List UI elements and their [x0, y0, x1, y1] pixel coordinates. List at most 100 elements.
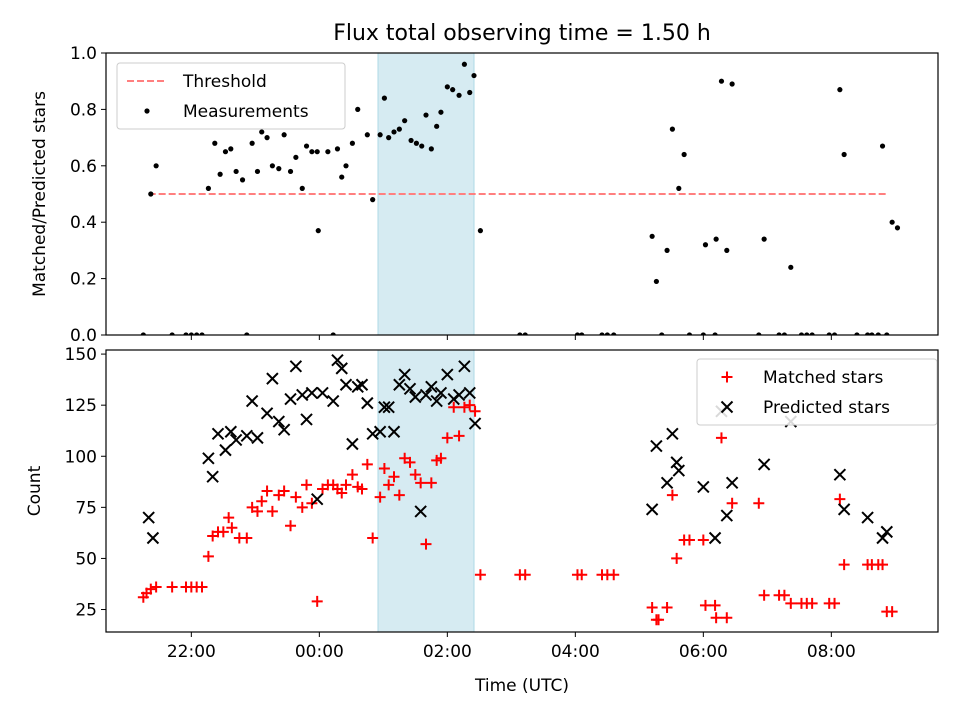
data-point [576, 569, 588, 581]
data-point [809, 332, 815, 335]
data-point [305, 386, 319, 400]
data-point [387, 425, 401, 438]
legend-marker [720, 400, 734, 414]
legend-marker [721, 371, 733, 383]
data-point [423, 112, 429, 118]
legend-label: Predicted stars [763, 398, 890, 418]
data-point [287, 168, 294, 175]
data-point [894, 225, 901, 231]
data-point [142, 511, 155, 524]
data-point [349, 140, 355, 146]
data-point [414, 505, 427, 518]
data-point [326, 394, 340, 408]
data-point [456, 92, 462, 98]
data-point [301, 479, 313, 491]
data-point [474, 569, 486, 581]
data-point [425, 380, 438, 393]
data-point [463, 386, 476, 400]
data-point [753, 497, 765, 509]
data-point [251, 505, 263, 517]
data-point [378, 463, 390, 475]
data-point [219, 443, 232, 457]
data-point [334, 146, 341, 152]
data-point [386, 135, 392, 141]
data-point [289, 360, 303, 373]
data-point [340, 479, 352, 491]
data-point [659, 332, 665, 335]
data-point [240, 429, 254, 443]
series-matched-stars [137, 399, 898, 626]
data-point [205, 185, 211, 191]
data-point [229, 433, 243, 447]
data-point [331, 354, 344, 367]
data-point [715, 432, 727, 444]
data-point [826, 332, 832, 335]
data-point [804, 332, 810, 335]
data-point [409, 390, 422, 404]
x-tick-label: 22:00 [167, 642, 216, 662]
data-point [458, 401, 470, 413]
y-tick-label: 1.0 [70, 44, 97, 64]
data-point [233, 168, 239, 175]
data-point [367, 532, 379, 544]
data-point [700, 332, 706, 335]
data-point [284, 392, 297, 406]
data-point [366, 427, 379, 440]
data-point [869, 332, 875, 335]
x-axis-label: Time (UTC) [474, 676, 569, 696]
data-point [211, 427, 225, 440]
data-point [671, 552, 683, 564]
data-point [296, 501, 308, 513]
data-point [330, 332, 336, 335]
data-point [256, 495, 268, 507]
data-point [276, 166, 282, 172]
plot-area [140, 61, 901, 335]
data-point [249, 140, 255, 146]
data-point [420, 538, 432, 550]
data-point [574, 332, 581, 335]
data-point [469, 405, 481, 417]
data-point [438, 109, 444, 115]
data-point [865, 332, 871, 335]
data-point [212, 140, 218, 146]
data-point [251, 431, 264, 445]
legend: Matched stars Predicted stars [696, 358, 938, 426]
y-tick-label: 0.2 [70, 270, 97, 290]
data-point [224, 425, 238, 438]
data-point [339, 378, 353, 391]
data-point [335, 362, 348, 375]
data-point [315, 228, 321, 234]
data-point [309, 149, 315, 155]
data-point [710, 612, 722, 624]
data-point [834, 493, 846, 505]
y-tick-label: 100 [65, 447, 97, 467]
data-point [522, 332, 528, 335]
data-point [169, 332, 175, 335]
data-point [285, 520, 297, 532]
data-point [346, 437, 359, 451]
data-point [837, 503, 851, 516]
data-point [245, 394, 259, 408]
plot-area [137, 354, 898, 626]
data-point [829, 597, 841, 609]
y-axis-label: Count [25, 465, 45, 516]
data-point [202, 452, 215, 465]
data-point [599, 332, 605, 335]
data-point [453, 430, 465, 442]
data-point [676, 185, 682, 191]
data-point [854, 332, 860, 335]
data-point [383, 479, 395, 491]
x-tick-label: 02:00 [423, 642, 472, 662]
data-point [781, 332, 787, 335]
data-point [672, 464, 686, 477]
data-point [140, 332, 146, 335]
y-tick-label: 75 [75, 498, 97, 518]
data-point [217, 526, 229, 538]
data-point [428, 146, 434, 152]
data-point [450, 87, 456, 93]
data-point [303, 143, 310, 149]
data-point [355, 378, 369, 391]
data-point [194, 332, 200, 335]
data-point [409, 469, 421, 481]
